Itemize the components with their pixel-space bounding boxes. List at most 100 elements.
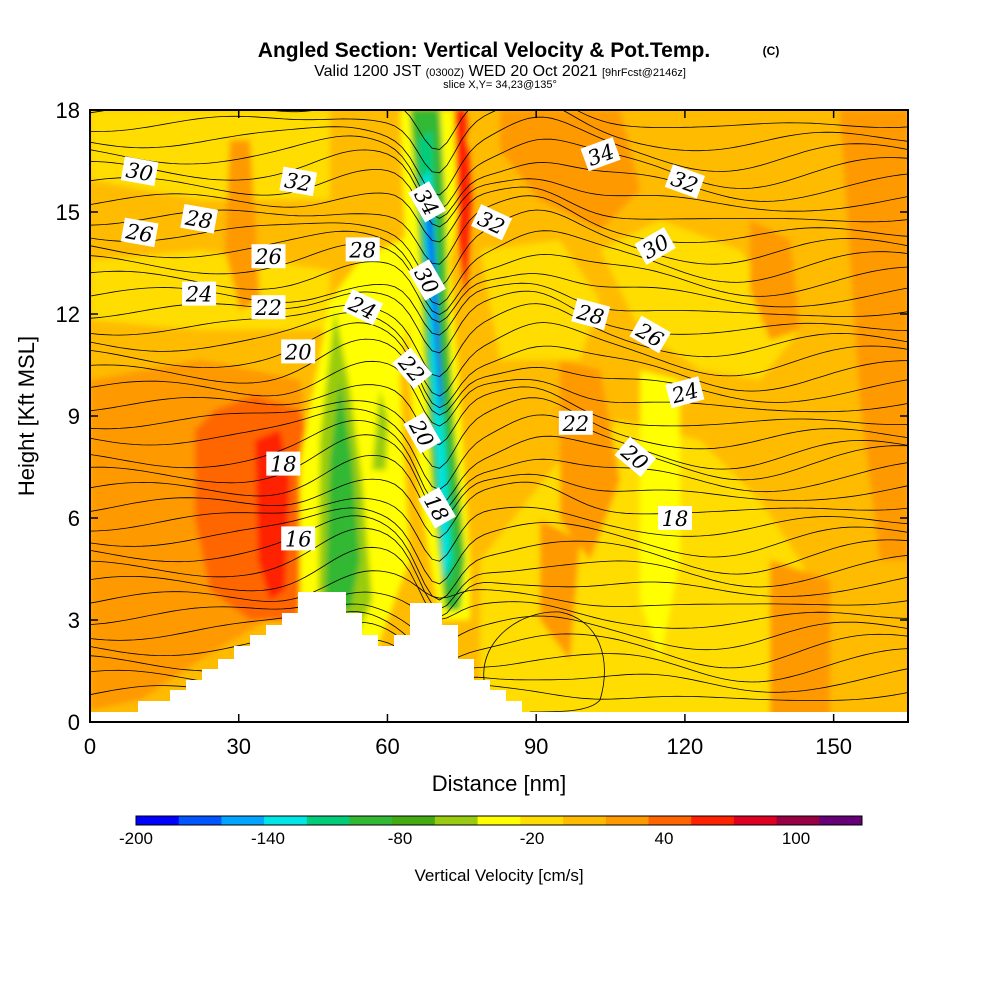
isentrope-line [90, 243, 908, 316]
contour-label: 34 [580, 137, 621, 172]
colorbar-tick-label: 100 [782, 829, 810, 848]
isentrope-line [90, 322, 908, 409]
isentrope-line [90, 507, 908, 585]
field-region [325, 380, 360, 610]
isentrope-line [90, 408, 908, 491]
contour-label-text: 26 [123, 219, 154, 247]
isentrope-line [90, 303, 908, 378]
colorbar: -200 -140 -80 -20 40 100 [119, 815, 863, 848]
y-axis-label: Height [Kft MSL] [14, 336, 39, 496]
axes: 0 30 60 90 120 150 0 3 6 9 12 15 18 [56, 98, 908, 759]
field-region [840, 110, 908, 560]
isentrope-line [90, 419, 908, 505]
colorbar-swatch [434, 816, 479, 825]
x-tick-label: 0 [84, 734, 96, 759]
isentrope-line [90, 186, 908, 243]
isentrope-line [90, 149, 908, 219]
contour-label-text: 32 [283, 168, 313, 196]
isentrope-line [90, 312, 908, 397]
x-tick-label: 90 [524, 734, 548, 759]
isentrope-line [90, 169, 908, 228]
isentrope-line [90, 135, 908, 211]
x-tick-label: 60 [375, 734, 399, 759]
field-region [454, 110, 472, 300]
contour-label: 22 [251, 295, 286, 320]
field-region [372, 390, 388, 470]
isentrope-line [90, 570, 908, 607]
isentrope-line [90, 110, 908, 150]
isentrope-line [90, 397, 908, 469]
colorbar-swatch [648, 816, 692, 825]
contour-label-text: 18 [662, 507, 689, 531]
potential-temperature-contours [90, 110, 908, 713]
field-region [480, 240, 600, 360]
contour-label-text: 30 [124, 158, 154, 186]
colorbar-frame [135, 815, 863, 826]
x-tick-label: 30 [226, 734, 250, 759]
colorbar-swatch [520, 816, 564, 825]
contour-label-text: 16 [285, 527, 312, 551]
valid-utc: (0300Z) [426, 67, 465, 79]
contour-label: 28 [571, 298, 611, 330]
isentrope-line [90, 515, 908, 601]
copyright-mark: (C) [763, 44, 780, 58]
colorbar-swatch [392, 816, 436, 825]
isentrope-line [90, 611, 908, 669]
closed-contour [483, 611, 605, 713]
contour-label: 18 [658, 506, 692, 531]
field-region [540, 520, 580, 660]
y-tick-label: 12 [56, 302, 80, 327]
colorbar-swatch [264, 816, 308, 825]
valid-date: WED 20 Oct 2021 [469, 63, 598, 80]
contour-label-text: 22 [254, 296, 282, 320]
isentrope-line [90, 338, 908, 416]
contour-label-text: 22 [561, 412, 589, 436]
colorbar-tick-label: -20 [520, 829, 545, 848]
colorbar-swatch [306, 816, 350, 825]
colorbar-swatch [776, 816, 820, 825]
isentrope-line [90, 360, 908, 427]
colorbar-swatch [563, 816, 607, 825]
isentrope-line [90, 546, 908, 618]
contour-label: 18 [266, 451, 301, 477]
isentrope-line [90, 434, 908, 513]
chart-title: Angled Section: Vertical Velocity & Pot.… [258, 39, 710, 62]
isentrope-line [90, 497, 908, 562]
terrain [90, 592, 908, 722]
x-tick-label: 150 [815, 734, 852, 759]
isentrope-line [90, 282, 908, 336]
isentrope-line [90, 230, 908, 306]
colorbar-swatch [819, 816, 863, 825]
contour-label: 22 [558, 410, 593, 436]
vertical-velocity-field [90, 110, 908, 722]
contour-label: 20 [281, 339, 316, 364]
slice-info: slice X,Y= 34,23@135° [443, 79, 557, 91]
colorbar-swatch [178, 816, 222, 825]
isentrope-line [90, 116, 908, 196]
contour-label: 32 [279, 166, 318, 197]
colorbar-swatch [691, 816, 735, 825]
x-tick-label: 120 [667, 734, 704, 759]
isentrope-line [90, 454, 908, 523]
contour-label-text: 26 [254, 245, 282, 269]
colorbar-tick-label: -140 [251, 829, 285, 848]
colorbar-swatch [605, 816, 649, 825]
isentrope-line [90, 603, 908, 651]
contour-label: 28 [345, 237, 380, 262]
colorbar-swatch [136, 816, 180, 825]
y-tick-label: 9 [68, 404, 80, 429]
contour-label-text: 18 [270, 453, 297, 477]
isentrope-line [90, 527, 908, 610]
contour-label-text: 24 [185, 283, 213, 307]
contour-label: 26 [120, 217, 159, 248]
field-region [225, 140, 260, 310]
field-region [750, 220, 800, 340]
isentrope-line [90, 478, 908, 539]
forecast-info: [9hrFcst@2146z] [602, 67, 686, 79]
contour-label: 28 [180, 204, 218, 234]
colorbar-label: Vertical Velocity [cm/s] [414, 866, 583, 885]
colorbar-swatch [349, 816, 393, 825]
chart-subtitle: Valid 1200 JST (0300Z) WED 20 Oct 2021 [… [314, 63, 686, 80]
colorbar-swatch [733, 816, 778, 825]
